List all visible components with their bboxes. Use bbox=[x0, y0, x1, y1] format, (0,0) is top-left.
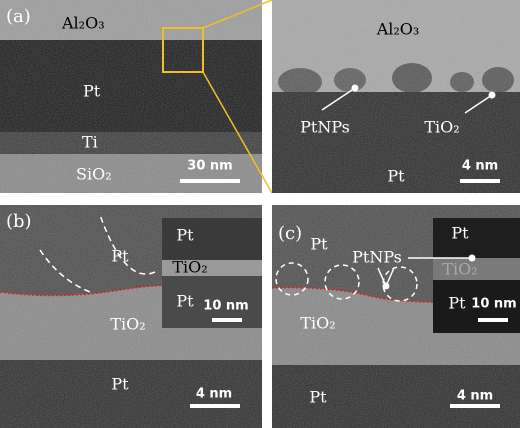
scale-bar-label: 4 nm bbox=[196, 387, 232, 402]
particle-label: PtNPs bbox=[352, 248, 402, 267]
layer-label: Pt bbox=[111, 247, 129, 266]
panel-a-overview bbox=[0, 0, 262, 193]
panel-label: (c) bbox=[278, 223, 302, 244]
layer-label: Al₂O₃ bbox=[376, 20, 420, 39]
inset-label: Pt bbox=[176, 292, 194, 311]
scale-bar-label: 4 nm bbox=[462, 159, 498, 174]
layer-label: Pt bbox=[111, 375, 129, 394]
inset-label: TiO₂ bbox=[442, 260, 477, 279]
inset-label: Pt bbox=[176, 226, 194, 245]
layer-label: Ti bbox=[82, 133, 98, 152]
panel-label: (a) bbox=[6, 6, 31, 27]
inset-label: TiO₂ bbox=[172, 258, 207, 277]
layer-label: TiO₂ bbox=[300, 314, 335, 333]
layer-label: Pt bbox=[310, 235, 328, 254]
inset-label: Pt bbox=[451, 224, 469, 243]
panel-c-image bbox=[271, 205, 520, 428]
panel-label: (b) bbox=[6, 211, 32, 232]
panel-b-image bbox=[0, 205, 263, 428]
scale-bar-label: 4 nm bbox=[457, 389, 493, 404]
layer-label: Pt bbox=[309, 388, 327, 407]
scale-bar-label: 10 nm bbox=[471, 297, 516, 312]
zoom-line bbox=[202, 0, 273, 29]
layer-label: SiO₂ bbox=[76, 165, 112, 184]
scale-bar-label: 30 nm bbox=[187, 159, 232, 174]
layer-label: TiO₂ bbox=[424, 118, 459, 137]
inset-label: Pt bbox=[448, 294, 466, 313]
layer-label: Pt bbox=[387, 167, 405, 186]
layer-label: Pt bbox=[83, 82, 101, 101]
layer-label: TiO₂ bbox=[110, 315, 145, 334]
zoom-line bbox=[202, 71, 273, 194]
panel-a-zoom bbox=[272, 0, 520, 193]
particle-label: PtNPs bbox=[300, 118, 350, 137]
layer-label: Al₂O₃ bbox=[61, 14, 105, 33]
scale-bar-label: 10 nm bbox=[203, 299, 248, 314]
